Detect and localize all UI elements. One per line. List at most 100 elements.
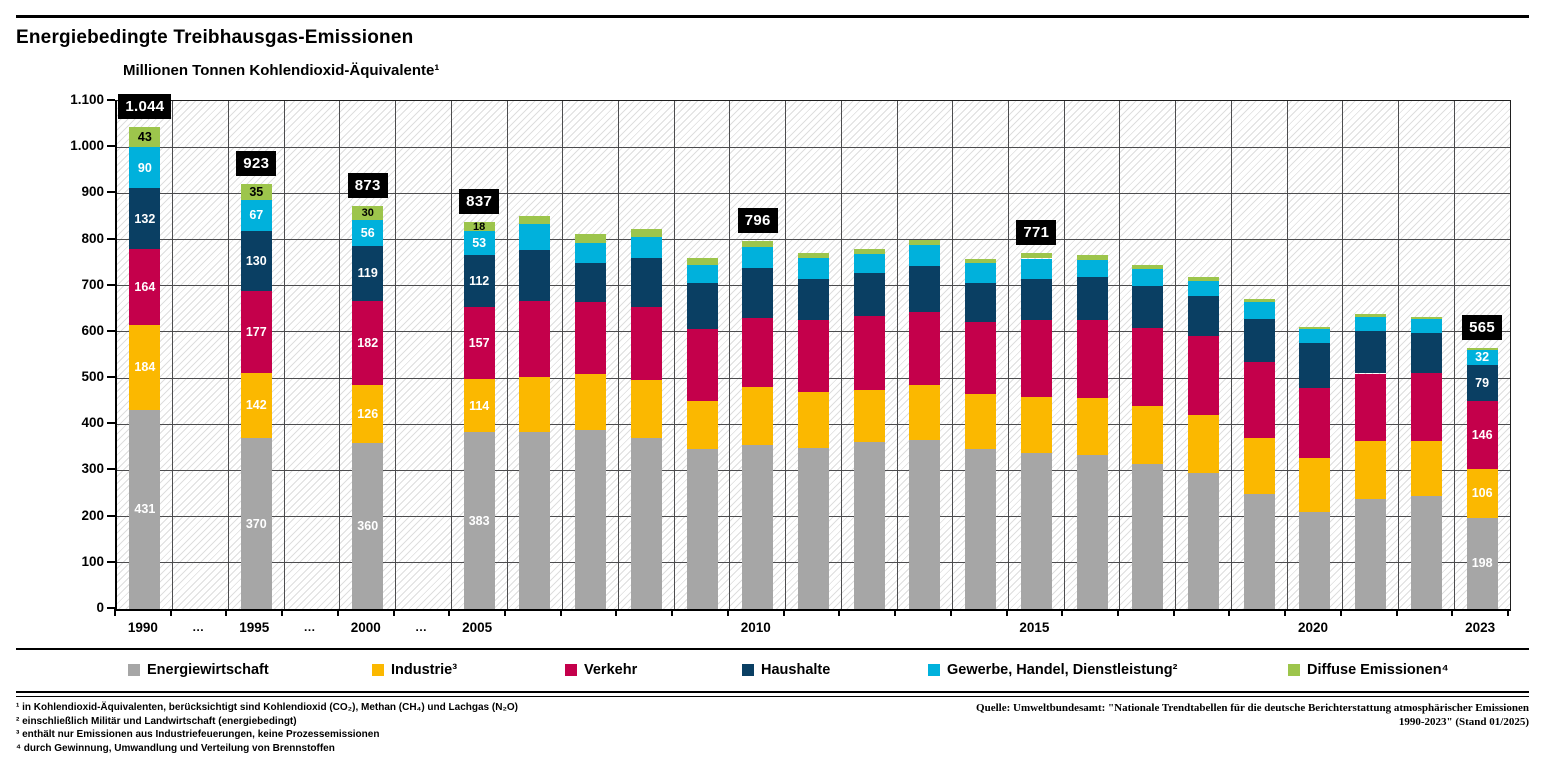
gridline-v <box>952 101 954 609</box>
axis-tick <box>559 609 562 616</box>
axis-tick <box>107 145 115 148</box>
bar-segment <box>1299 388 1331 459</box>
bar-segment-label: 126 <box>357 406 379 421</box>
bar-segment <box>519 216 551 224</box>
bar-segment <box>352 219 384 246</box>
bar-segment <box>1410 316 1442 319</box>
bar-segment <box>129 325 161 410</box>
gridline-v <box>1230 101 1232 609</box>
gridline-v <box>506 101 508 609</box>
bar-segment <box>798 279 829 320</box>
footnote-line: ⁴ durch Gewinnung, Umwandlung und Vertei… <box>16 742 335 754</box>
bar-segment-label: 18 <box>473 220 486 233</box>
bar-segment <box>798 258 829 280</box>
bar-segment <box>1076 277 1108 320</box>
bar-segment <box>519 223 551 251</box>
bar-segment <box>909 312 941 385</box>
bar-segment <box>965 449 997 609</box>
axis-tick <box>107 422 115 425</box>
gridline-v <box>339 101 341 609</box>
gridline-v <box>1286 101 1288 609</box>
axis-tick <box>225 609 228 616</box>
bar-segment-label: 67 <box>249 208 264 223</box>
bar-segment-label: 90 <box>137 160 152 175</box>
y-tick-label: 300 <box>81 461 104 477</box>
bar-segment <box>742 247 774 269</box>
total-label: 873 <box>347 172 388 198</box>
bar-segment <box>686 257 718 265</box>
bar-segment <box>798 447 829 609</box>
bar-segment <box>1188 472 1220 609</box>
y-tick-label: 0 <box>96 600 104 615</box>
legend-swatch-haushalte-icon <box>742 664 754 676</box>
bar-segment-label: 30 <box>361 206 374 219</box>
axis-tick <box>107 468 115 471</box>
bar-segment <box>1076 259 1108 278</box>
bar-segment <box>630 228 662 237</box>
axis-tick <box>615 609 618 616</box>
footnote-line: ³ enthält nur Emissionen aus Industriefe… <box>16 729 380 740</box>
bar-segment <box>853 389 885 442</box>
total-label: 771 <box>1016 219 1057 245</box>
bar-segment-label: 79 <box>1475 375 1490 390</box>
top-rule <box>16 15 1529 18</box>
gridline-v <box>172 101 174 609</box>
bar-segment <box>129 409 161 609</box>
bar-segment <box>519 431 551 609</box>
bar-segment <box>965 258 997 264</box>
bar-segment <box>1299 329 1331 344</box>
axis-tick <box>782 609 785 616</box>
bar-segment <box>1355 316 1387 331</box>
bar-segment <box>575 430 607 609</box>
bar-segment <box>1299 326 1331 330</box>
axis-tick <box>336 609 339 616</box>
x-tick-label: 2023 <box>1465 620 1496 635</box>
bar-segment <box>1188 414 1220 473</box>
bar-segment-label: 177 <box>245 324 267 339</box>
bar-segment <box>575 262 607 302</box>
bar-segment-label: 119 <box>357 266 378 281</box>
bar-segment <box>742 268 774 319</box>
axis-tick <box>838 609 841 616</box>
bar-segment <box>1076 319 1108 398</box>
bar-segment <box>1132 464 1164 609</box>
gridline-v <box>562 101 564 609</box>
plot-area: 431 184 164 132 90 43 1.044 370 142 177 130 67 35 923… <box>115 93 1511 611</box>
bar-segment <box>853 249 885 255</box>
legend-label: Diffuse Emissionen⁴ <box>1307 662 1449 678</box>
bar-segment <box>352 384 384 443</box>
bar-segment <box>1132 405 1164 465</box>
bar-segment <box>129 188 161 250</box>
bar-segment <box>352 442 384 609</box>
bar-segment <box>519 377 551 432</box>
bar-segment <box>798 391 829 448</box>
bar-segment <box>519 301 551 378</box>
source-attribution: Quelle: Umweltbundesamt: "Nationale Tren… <box>929 701 1529 729</box>
axis-tick <box>281 609 284 616</box>
bar-segment <box>463 432 495 609</box>
bar-segment <box>686 449 718 609</box>
bar-segment <box>1132 264 1164 270</box>
legend-label: Gewerbe, Handel, Dienstleistung² <box>947 662 1178 678</box>
bar-segment <box>575 242 607 263</box>
bar-segment-label: 360 <box>357 518 379 533</box>
bar-segment <box>630 379 662 439</box>
bar-segment-label: 114 <box>469 398 490 413</box>
bar-segment <box>352 245 384 301</box>
axis-tick <box>1061 609 1064 616</box>
bar-segment <box>1299 512 1331 609</box>
bar-segment <box>1243 494 1275 609</box>
bar-segment <box>1466 401 1498 469</box>
bar-segment <box>742 445 774 609</box>
bar-segment-label: 182 <box>357 335 379 350</box>
x-tick-label: … <box>303 620 317 634</box>
bar-segment <box>909 439 941 609</box>
gridline-v <box>1119 101 1121 609</box>
legend-swatch-diffuse-icon <box>1288 664 1300 676</box>
axis-tick <box>894 609 897 616</box>
y-tick-label: 1.100 <box>70 92 104 107</box>
bar-segment <box>1410 333 1442 373</box>
axis-tick <box>504 609 507 616</box>
bar-segment <box>630 438 662 609</box>
